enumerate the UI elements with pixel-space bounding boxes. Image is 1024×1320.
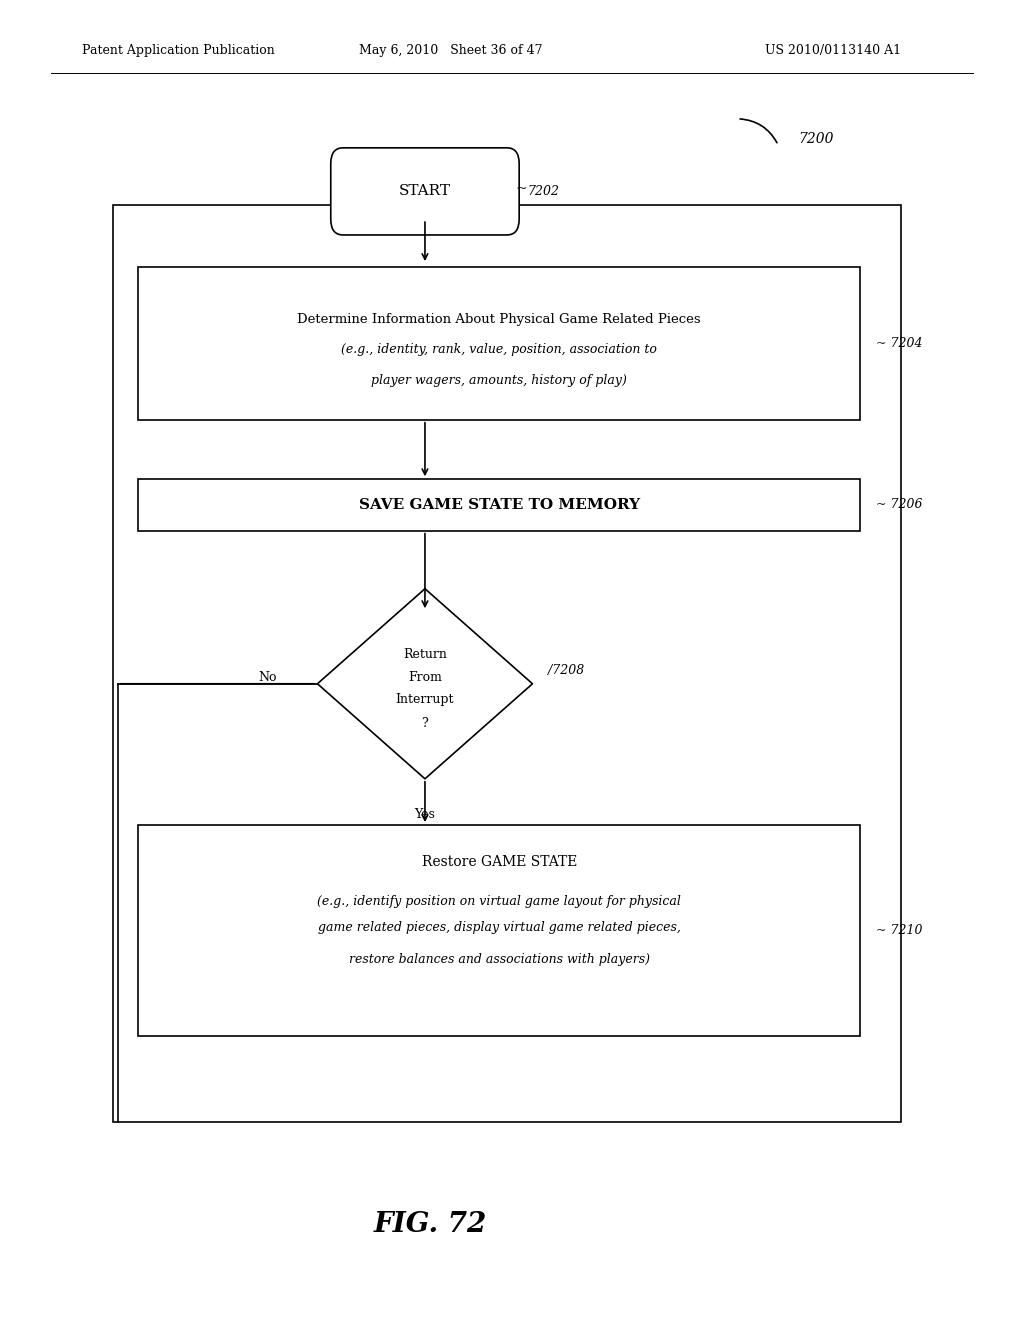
Text: FIG. 72: FIG. 72 (374, 1212, 486, 1238)
Text: Yes: Yes (415, 808, 435, 821)
Text: game related pieces, display virtual game related pieces,: game related pieces, display virtual gam… (317, 921, 681, 935)
Text: (e.g., identify position on virtual game layout for physical: (e.g., identify position on virtual game… (317, 895, 681, 908)
Text: 7202: 7202 (527, 185, 559, 198)
Text: From: From (408, 671, 442, 684)
Bar (138, 825, 860, 1036)
Text: Interrupt: Interrupt (395, 693, 455, 706)
Text: ~: ~ (515, 182, 526, 195)
Text: START: START (399, 185, 451, 198)
Text: US 2010/0113140 A1: US 2010/0113140 A1 (765, 44, 901, 57)
Bar (138, 267, 860, 420)
Text: May 6, 2010   Sheet 36 of 47: May 6, 2010 Sheet 36 of 47 (358, 44, 543, 57)
Text: ?: ? (422, 717, 428, 730)
Text: ~ 7210: ~ 7210 (876, 924, 922, 937)
Text: ~ 7206: ~ 7206 (876, 499, 922, 511)
Text: ~ 7204: ~ 7204 (876, 337, 922, 350)
Polygon shape (317, 589, 532, 779)
Text: No: No (258, 671, 276, 684)
Bar (113, 205, 901, 1122)
Text: Restore GAME STATE: Restore GAME STATE (422, 855, 577, 869)
Text: Determine Information About Physical Game Related Pieces: Determine Information About Physical Gam… (297, 313, 701, 326)
Text: restore balances and associations with players): restore balances and associations with p… (349, 953, 649, 966)
Text: (e.g., identity, rank, value, position, association to: (e.g., identity, rank, value, position, … (341, 343, 657, 356)
Text: 7200: 7200 (799, 132, 835, 145)
FancyBboxPatch shape (331, 148, 519, 235)
Text: Patent Application Publication: Patent Application Publication (82, 44, 274, 57)
Bar (138, 479, 860, 531)
Text: SAVE GAME STATE TO MEMORY: SAVE GAME STATE TO MEMORY (358, 498, 640, 512)
Text: Return: Return (403, 648, 446, 661)
Text: /7208: /7208 (548, 664, 584, 677)
Text: player wagers, amounts, history of play): player wagers, amounts, history of play) (372, 374, 627, 387)
